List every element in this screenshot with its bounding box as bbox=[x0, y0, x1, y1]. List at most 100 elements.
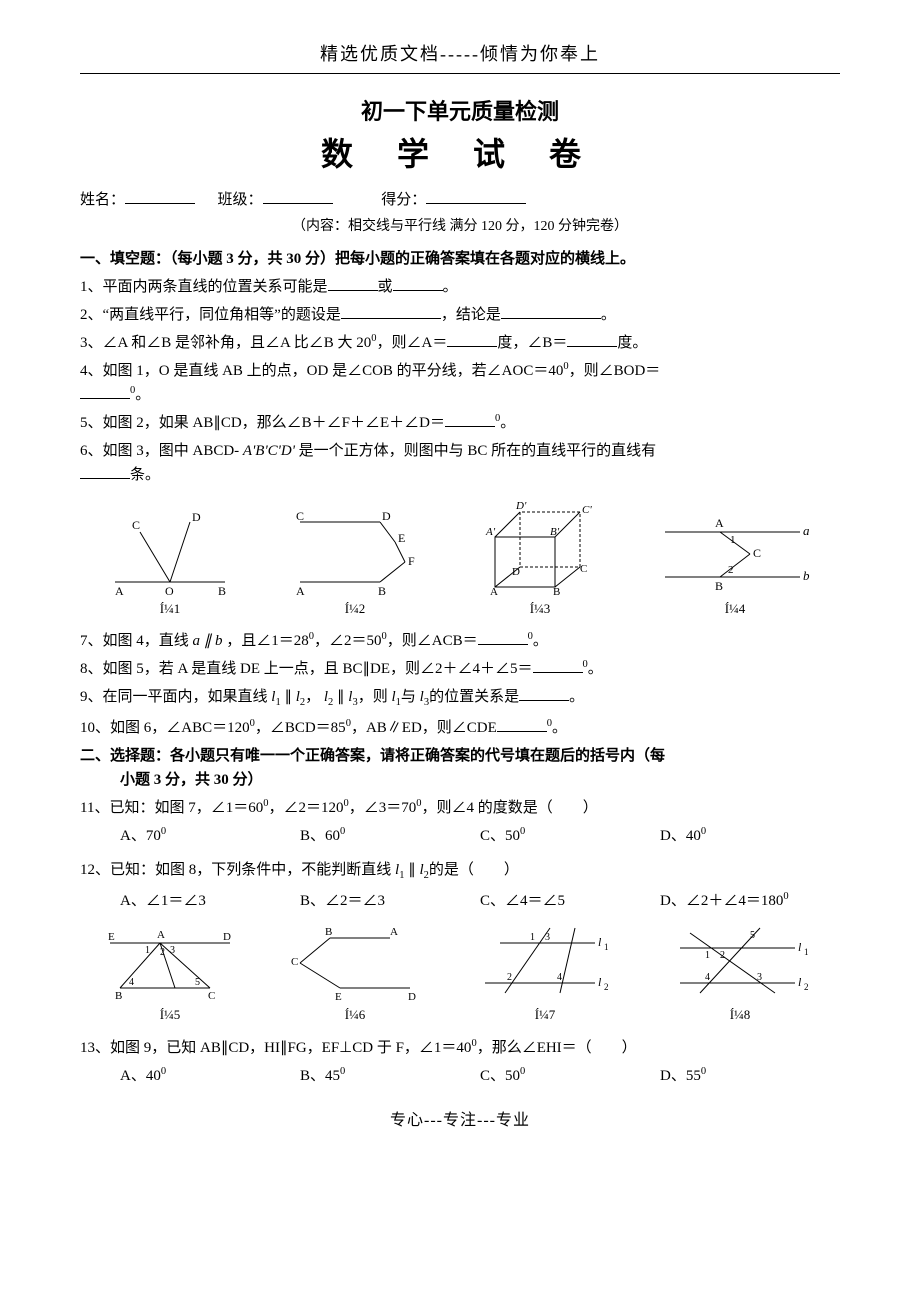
q9-text-e: 的位置关系是 bbox=[429, 689, 519, 705]
q7-text-e: 。 bbox=[533, 633, 548, 649]
q7-text-c: ，∠2＝50 bbox=[314, 633, 382, 649]
svg-text:4: 4 bbox=[557, 972, 562, 983]
svg-text:2: 2 bbox=[507, 972, 512, 983]
svg-text:1: 1 bbox=[730, 534, 736, 546]
q6-text-b: 是一个正方体，则图中与 BC 所在的直线平行的直线有 bbox=[299, 443, 657, 459]
figure-7: 1 3 2 4 l1 l2 Í¼7 bbox=[475, 923, 615, 1026]
question-5: 5、如图 2，如果 AB∥CD，那么∠B＋∠F＋∠E＋∠D＝0。 bbox=[80, 411, 840, 435]
q9-text-f: 。 bbox=[569, 689, 584, 705]
svg-text:2: 2 bbox=[804, 982, 809, 992]
q8-text-a: 8、如图 5，若 A 是直线 DE 上一点，且 BC∥DE，则∠2＋∠4＋∠5＝ bbox=[80, 661, 533, 677]
score-label: 得分： bbox=[381, 192, 426, 208]
svg-text:l: l bbox=[598, 975, 602, 989]
doc-title-1: 初一下单元质量检测 bbox=[80, 94, 840, 129]
scope-line: （内容：相交线与平行线 满分 120 分，120 分钟完卷） bbox=[80, 216, 840, 238]
q13-text-b: ，那么∠EHI＝（ ） bbox=[477, 1040, 637, 1056]
q4-text-c: 。 bbox=[135, 387, 150, 403]
name-label: 姓名： bbox=[80, 192, 125, 208]
svg-text:2: 2 bbox=[160, 947, 165, 958]
svg-text:A: A bbox=[157, 929, 165, 941]
q3-text-c: 度，∠B＝ bbox=[497, 335, 567, 351]
svg-text:D: D bbox=[192, 510, 201, 524]
svg-text:C': C' bbox=[582, 504, 592, 516]
svg-text:2: 2 bbox=[604, 982, 609, 992]
figure-1: A O B C D Í¼1 bbox=[110, 507, 230, 620]
svg-text:E: E bbox=[108, 931, 115, 943]
q4-text-b: ，则∠BOD＝ bbox=[569, 363, 661, 379]
q12-opt-a: A、∠1＝∠3 bbox=[120, 889, 300, 913]
svg-text:4: 4 bbox=[129, 977, 134, 988]
fig2-label: Í¼2 bbox=[345, 601, 366, 616]
svg-text:D': D' bbox=[515, 500, 527, 512]
q1-text-a: 1、平面内两条直线的位置关系可能是 bbox=[80, 279, 328, 295]
q7-text-a: 7、如图 4，直线 bbox=[80, 633, 189, 649]
svg-text:4: 4 bbox=[705, 972, 710, 983]
q11-options: A、700 B、600 C、500 D、400 bbox=[120, 824, 840, 848]
fig1-label: Í¼1 bbox=[160, 601, 181, 616]
figure-6: B A C E D Í¼6 bbox=[285, 923, 425, 1026]
svg-text:B: B bbox=[218, 584, 226, 597]
q10-text-a: 10、如图 6，∠ABC＝120 bbox=[80, 720, 250, 736]
svg-text:C: C bbox=[296, 509, 304, 523]
svg-text:B: B bbox=[325, 926, 332, 938]
question-13: 13、如图 9，已知 AB∥CD，HI∥FG，EF⊥CD 于 F，∠1＝400，… bbox=[80, 1036, 840, 1060]
q11-text-c: ，∠3＝70 bbox=[349, 800, 417, 816]
q11-opt-c: C、500 bbox=[480, 824, 660, 848]
q10-text-d: 。 bbox=[552, 720, 567, 736]
question-3: 3、∠A 和∠B 是邻补角，且∠A 比∠B 大 200，则∠A＝度，∠B＝度。 bbox=[80, 331, 840, 355]
svg-text:A: A bbox=[296, 584, 305, 597]
svg-text:A: A bbox=[715, 516, 724, 530]
figure-8: 5 1 2 4 3 l1 l2 Í¼8 bbox=[665, 923, 815, 1026]
q9-text-d: 与 bbox=[401, 689, 416, 705]
q9-text-c: ，则 bbox=[358, 689, 388, 705]
q7-text-b: ，且∠1＝28 bbox=[226, 633, 309, 649]
figure-row-2: E A D 1 2 3 4 5 B C Í¼5 B A C E D Í¼6 bbox=[80, 923, 840, 1026]
svg-text:3: 3 bbox=[757, 972, 762, 983]
q9-text-b: ， bbox=[305, 689, 320, 705]
q6-text-c: 条。 bbox=[130, 467, 160, 483]
question-4: 4、如图 1，O 是直线 AB 上的点，OD 是∠COB 的平分线，若∠AOC＝… bbox=[80, 359, 840, 407]
fig8-label: Í¼8 bbox=[730, 1007, 751, 1022]
q3-text-a: 3、∠A 和∠B 是邻补角，且∠A 比∠B 大 20 bbox=[80, 335, 371, 351]
svg-text:C: C bbox=[291, 956, 298, 968]
q12-text-b: 的是（ ） bbox=[429, 862, 519, 878]
q3-text-d: 度。 bbox=[617, 335, 647, 351]
svg-text:C: C bbox=[753, 546, 761, 560]
svg-text:1: 1 bbox=[530, 932, 535, 943]
svg-text:1: 1 bbox=[804, 947, 809, 957]
q13-opt-c: C、500 bbox=[480, 1064, 660, 1088]
q4-text-a: 4、如图 1，O 是直线 AB 上的点，OD 是∠COB 的平分线，若∠AOC＝… bbox=[80, 363, 563, 379]
svg-text:l: l bbox=[798, 975, 802, 989]
svg-text:B: B bbox=[115, 990, 122, 1002]
svg-text:A: A bbox=[490, 586, 498, 597]
figure-4: A 1 C 2 B a b Í¼4 bbox=[660, 507, 810, 620]
figure-2: C D E F A B Í¼2 bbox=[290, 507, 420, 620]
svg-text:B: B bbox=[715, 579, 723, 593]
svg-text:D: D bbox=[223, 931, 231, 943]
page-header: 精选优质文档-----倾情为你奉上 bbox=[80, 40, 840, 74]
svg-text:B: B bbox=[378, 584, 386, 597]
svg-text:O: O bbox=[165, 584, 174, 597]
q11-opt-b: B、600 bbox=[300, 824, 480, 848]
question-6: 6、如图 3，图中 ABCD- A'B'C'D' 是一个正方体，则图中与 BC … bbox=[80, 439, 840, 487]
svg-text:5: 5 bbox=[195, 977, 200, 988]
doc-title-2: 数 学 试 卷 bbox=[80, 129, 840, 180]
section-2-head: 二、选择题：各小题只有唯一一个正确答案，请将正确答案的代号填在题后的括号内（每 … bbox=[80, 744, 840, 792]
q13-opt-a: A、400 bbox=[120, 1064, 300, 1088]
student-info-line: 姓名： 班级： 得分： bbox=[80, 188, 840, 212]
q5-text-b: 。 bbox=[500, 415, 515, 431]
q1-text-b: 或 bbox=[378, 279, 393, 295]
q11-text-a: 11、已知：如图 7，∠1＝60 bbox=[80, 800, 263, 816]
fig3-label: Í¼3 bbox=[530, 601, 551, 616]
q7-text-d: ，则∠ACB＝ bbox=[387, 633, 478, 649]
question-12: 12、已知：如图 8，下列条件中，不能判断直线 l1 ∥ l2的是（ ） bbox=[80, 858, 840, 885]
svg-text:C: C bbox=[132, 518, 140, 532]
q13-options: A、400 B、450 C、500 D、550 bbox=[120, 1064, 840, 1088]
q12-opt-d: D、∠2＋∠4＝1800 bbox=[660, 889, 840, 913]
q2-text-a: 2、“两直线平行，同位角相等”的题设是 bbox=[80, 307, 341, 323]
q5-text-a: 5、如图 2，如果 AB∥CD，那么∠B＋∠F＋∠E＋∠D＝ bbox=[80, 415, 445, 431]
svg-text:3: 3 bbox=[545, 932, 550, 943]
svg-text:l: l bbox=[798, 940, 802, 954]
svg-text:a: a bbox=[803, 523, 810, 538]
class-label: 班级： bbox=[218, 192, 263, 208]
